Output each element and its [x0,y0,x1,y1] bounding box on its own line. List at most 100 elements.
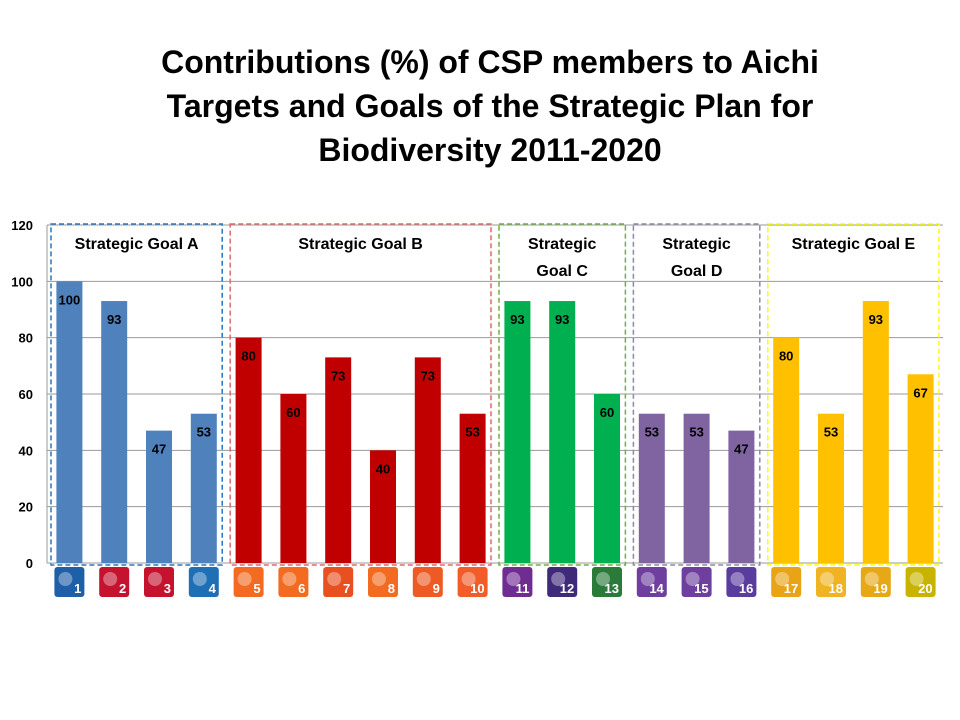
bar [504,301,531,563]
data-label: 67 [913,385,927,400]
target-icon [188,567,219,597]
bars: 100 93 47 53 80 60 73 40 73 53 93 93 60 53 53 47 80 53 93 6… [56,281,934,563]
goal-group-label: Strategic [662,236,731,253]
y-axis: 0 20 40 60 80 100 120 [11,218,48,571]
target-icon-glyph [416,572,431,586]
goal-group-box [632,223,761,566]
target-icon [636,567,667,597]
y-tick-label: 100 [11,274,33,289]
target-icon-glyph [775,572,790,586]
target-icon-glyph [148,572,162,586]
target-icon-glyph [103,572,118,586]
goal-group-box [229,223,492,566]
data-label: 93 [510,312,524,327]
target-icon-glyph [596,572,610,586]
target-icon [592,567,622,597]
target-icon-glyph [909,572,924,586]
bar [862,301,889,563]
bar [325,357,352,563]
y-tick-label: 40 [19,443,33,458]
target-icon-glyph [506,572,521,586]
target-icon [905,567,936,597]
target-icon [412,567,443,597]
data-label: 73 [331,368,345,383]
bar [370,450,396,563]
target-icon-glyph [820,572,834,586]
x-tick-label: 20 [918,581,932,596]
data-label: 53 [645,425,659,440]
grid-lines [47,224,943,564]
target-icon-glyph [551,572,566,586]
bar [190,413,217,563]
target-icon-glyph [282,572,297,586]
x-tick-label: 8 [388,581,395,596]
x-tick-label: 2 [119,581,126,596]
bar [907,374,934,563]
target-icon-glyph [237,572,252,586]
bar [594,394,620,563]
target-icon [726,567,757,597]
target-icon [681,567,712,597]
goal-group-label: Strategic Goal E [792,236,916,253]
y-tick-label: 20 [19,500,33,515]
data-label: 100 [59,292,81,307]
target-icon-glyph [192,572,207,586]
x-tick-label: 17 [784,581,798,596]
y-tick-label: 120 [11,218,33,233]
data-label: 60 [600,405,614,420]
x-tick-label: 7 [343,581,350,596]
target-icon [323,567,354,597]
target-icon [771,567,802,597]
x-tick-label: 6 [298,581,305,596]
data-label: 53 [465,425,479,440]
target-icon [233,567,264,597]
x-tick-label: 5 [253,581,260,596]
bar [414,357,441,563]
target-icon [502,567,533,597]
bar [638,413,665,563]
bar [101,301,128,563]
bar [56,281,83,563]
bar [280,394,307,563]
target-icon [144,567,174,597]
data-label: 93 [107,312,121,327]
target-icon [816,567,846,597]
x-tick-label: 13 [605,581,619,596]
goal-group-label: Goal D [671,263,723,280]
bar [683,413,710,563]
target-icon [368,567,398,597]
goal-group-label: Goal C [536,263,588,280]
data-label: 47 [152,442,166,457]
y-tick-label: 80 [19,331,33,346]
x-tick-label: 4 [209,581,217,596]
target-icon-glyph [685,572,700,586]
x-tick-label: 18 [829,581,843,596]
target-icon-glyph [327,572,342,586]
target-icons: 1 2 3 4 5 6 7 8 9 10 11 12 13 14 15 16 17 18 19 20 [54,567,936,597]
target-icon [860,567,891,597]
x-tick-label: 15 [694,581,708,596]
x-tick-label: 16 [739,581,753,596]
target-icon-glyph [372,572,386,586]
goal-groups: Strategic Goal A Strategic Goal B Strategi… [50,223,940,566]
target-icon-glyph [58,572,73,586]
bar [818,413,844,563]
bar [146,430,172,563]
target-icon [99,567,130,597]
x-tick-label: 10 [470,581,484,596]
target-icon-glyph [640,572,655,586]
bar [235,337,262,563]
goal-group-box [498,223,627,566]
data-label: 80 [779,349,793,364]
chart-title: Contributions (%) of CSP members to Aich… [161,44,819,168]
bar [773,337,800,563]
x-tick-label: 11 [516,581,530,596]
data-label: 80 [241,349,255,364]
data-label: 40 [376,461,390,476]
data-label: 60 [286,405,300,420]
y-tick-label: 60 [19,387,33,402]
y-tick-label: 0 [26,556,33,571]
x-tick-label: 12 [560,581,574,596]
x-tick-label: 9 [433,581,440,596]
